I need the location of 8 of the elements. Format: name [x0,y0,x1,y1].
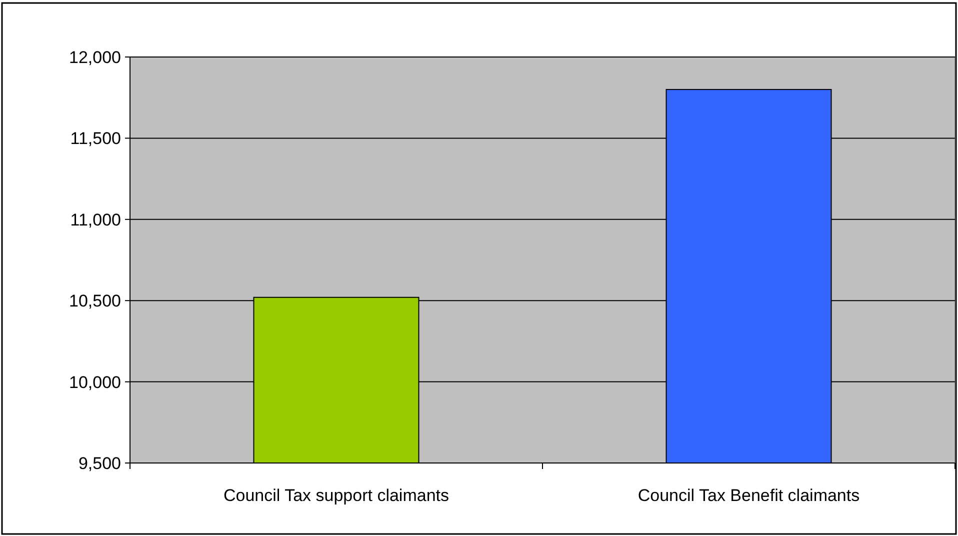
y-tick-label: 10,500 [69,292,121,311]
y-tick-label: 12,000 [69,48,121,67]
x-tick-label: Council Tax support claimants [223,486,450,505]
y-tick-label: 11,000 [70,210,121,230]
x-tick-label: Council Tax Benefit claimants [638,486,860,505]
y-tick-label: 9,500 [78,454,121,473]
y-tick-label: 10,000 [69,372,121,392]
y-tick-label: 11,500 [70,129,121,148]
